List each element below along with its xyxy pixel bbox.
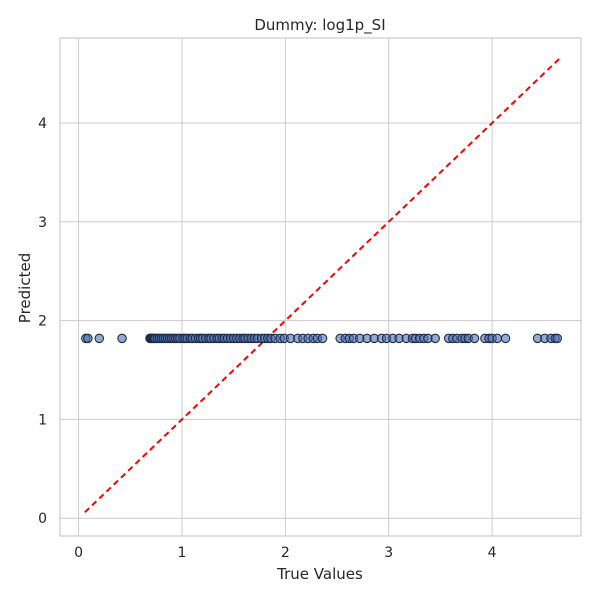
data-point [83, 333, 93, 344]
x-tick-label: 2 [281, 545, 290, 561]
x-tick-label: 0 [74, 545, 83, 561]
x-tick-label: 3 [384, 545, 393, 561]
chart-title: Dummy: log1p_SI [254, 16, 385, 35]
y-tick-label: 4 [38, 116, 47, 132]
x-tick-labels: 0 1 2 3 4 [74, 545, 496, 561]
x-tick-label: 1 [178, 545, 187, 561]
data-point [117, 333, 127, 344]
y-tick-label: 3 [38, 215, 47, 231]
reference-line-group [84, 58, 560, 514]
data-point [317, 333, 328, 344]
data-point [500, 333, 511, 344]
data-point [430, 333, 440, 344]
grid [60, 38, 581, 536]
y-axis-label: Predicted [16, 253, 34, 323]
reference-line [84, 58, 560, 514]
y-tick-label: 2 [38, 314, 47, 330]
points-group [81, 333, 562, 344]
y-tick-label: 1 [38, 412, 47, 428]
y-tick-labels: 0 1 2 3 4 [38, 116, 47, 527]
y-tick-label: 0 [38, 511, 47, 527]
plot-frame [59, 37, 582, 537]
data-point [469, 333, 480, 344]
data-point [492, 333, 503, 344]
x-tick-label: 4 [488, 545, 497, 561]
data-point [552, 333, 562, 344]
data-point [94, 333, 105, 344]
x-axis-label: True Values [276, 565, 363, 583]
